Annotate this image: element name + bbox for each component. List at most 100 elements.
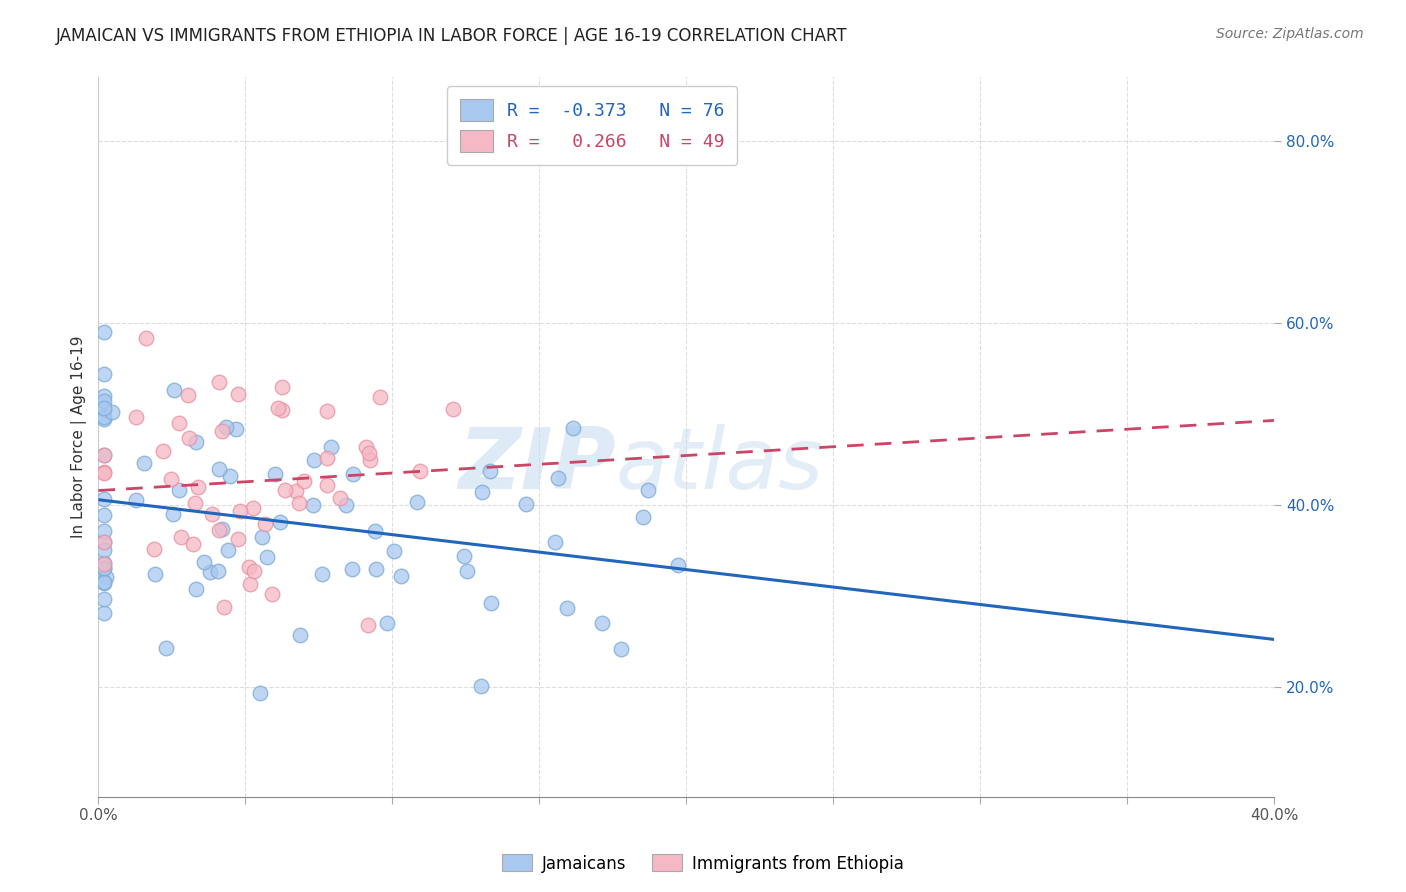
Point xyxy=(226,532,249,546)
Point xyxy=(515,497,537,511)
Point xyxy=(262,587,284,601)
Point xyxy=(214,420,236,434)
Point xyxy=(288,627,311,641)
Point xyxy=(315,404,337,418)
Point xyxy=(93,393,115,408)
Point xyxy=(93,561,115,575)
Point xyxy=(409,464,432,478)
Point xyxy=(382,543,405,558)
Point xyxy=(269,515,291,529)
Point xyxy=(93,409,115,424)
Point xyxy=(208,376,231,390)
Legend: R =  -0.373   N = 76, R =   0.266   N = 49: R = -0.373 N = 76, R = 0.266 N = 49 xyxy=(447,87,737,165)
Point xyxy=(631,509,654,524)
Point xyxy=(124,492,146,507)
Point xyxy=(228,386,250,401)
Point xyxy=(184,582,207,596)
Point xyxy=(169,530,191,544)
Point xyxy=(132,457,155,471)
Point xyxy=(368,390,391,404)
Point xyxy=(267,401,290,415)
Point xyxy=(93,524,115,539)
Point xyxy=(335,498,357,512)
Point xyxy=(316,450,339,465)
Point xyxy=(186,434,208,449)
Point xyxy=(637,483,659,497)
Point xyxy=(329,491,352,505)
Point xyxy=(143,566,166,581)
Point xyxy=(93,466,115,480)
Point xyxy=(453,549,475,564)
Point xyxy=(264,467,287,481)
Point xyxy=(225,422,247,436)
Point xyxy=(471,485,494,500)
Point xyxy=(162,508,184,522)
Point xyxy=(274,483,297,497)
Text: ZIP: ZIP xyxy=(458,425,616,508)
Point xyxy=(177,388,200,402)
Point xyxy=(93,543,115,558)
Point xyxy=(93,534,115,549)
Point xyxy=(93,592,115,607)
Point xyxy=(238,560,260,574)
Point xyxy=(155,641,177,656)
Point xyxy=(364,562,387,576)
Point xyxy=(93,575,115,590)
Point xyxy=(470,680,492,694)
Point xyxy=(167,483,190,497)
Point xyxy=(389,569,412,583)
Point xyxy=(93,575,115,590)
Point xyxy=(285,483,308,498)
Point xyxy=(93,403,115,417)
Point xyxy=(217,542,239,557)
Point xyxy=(271,403,294,417)
Point xyxy=(93,508,115,522)
Point xyxy=(93,412,115,426)
Point xyxy=(229,504,252,518)
Point xyxy=(93,389,115,403)
Point xyxy=(354,441,377,455)
Point xyxy=(239,576,262,591)
Point xyxy=(555,601,578,615)
Point xyxy=(211,425,233,439)
Point xyxy=(134,331,156,345)
Point xyxy=(93,492,115,507)
Point xyxy=(357,618,380,632)
Point xyxy=(544,535,567,549)
Point xyxy=(288,495,311,509)
Point xyxy=(478,464,501,478)
Point xyxy=(243,564,266,578)
Point xyxy=(93,448,115,462)
Point xyxy=(152,443,174,458)
Point xyxy=(193,555,215,569)
Point xyxy=(94,570,117,584)
Point xyxy=(93,556,115,570)
Point xyxy=(479,596,502,610)
Point xyxy=(311,566,333,581)
Point xyxy=(406,495,429,509)
Point xyxy=(340,562,363,576)
Point xyxy=(211,523,233,537)
Point xyxy=(212,600,235,615)
Point xyxy=(357,446,380,460)
Point xyxy=(250,530,273,544)
Point xyxy=(242,501,264,516)
Point xyxy=(377,616,399,631)
Point xyxy=(219,468,242,483)
Point xyxy=(208,523,231,537)
Point xyxy=(169,416,191,430)
Point xyxy=(342,467,364,482)
Point xyxy=(163,383,186,397)
Point xyxy=(253,517,276,532)
Point xyxy=(201,507,224,521)
Point xyxy=(441,401,464,416)
Point xyxy=(302,498,325,512)
Point xyxy=(321,440,343,454)
Point xyxy=(668,558,690,572)
Legend: Jamaicans, Immigrants from Ethiopia: Jamaicans, Immigrants from Ethiopia xyxy=(496,847,910,880)
Point xyxy=(364,524,387,539)
Point xyxy=(101,405,124,419)
Point xyxy=(591,615,613,630)
Point xyxy=(93,465,115,479)
Point xyxy=(547,471,569,485)
